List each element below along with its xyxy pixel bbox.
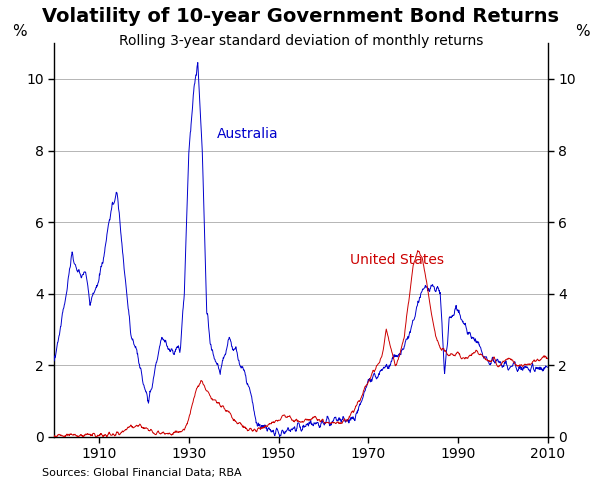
Text: Australia: Australia: [217, 127, 279, 141]
Text: %: %: [12, 24, 27, 39]
Text: Volatility of 10-year Government Bond Returns: Volatility of 10-year Government Bond Re…: [43, 7, 559, 26]
Text: Rolling 3-year standard deviation of monthly returns: Rolling 3-year standard deviation of mon…: [119, 34, 483, 48]
Text: %: %: [575, 24, 590, 39]
Text: United States: United States: [350, 252, 444, 266]
Text: Sources: Global Financial Data; RBA: Sources: Global Financial Data; RBA: [42, 468, 242, 478]
